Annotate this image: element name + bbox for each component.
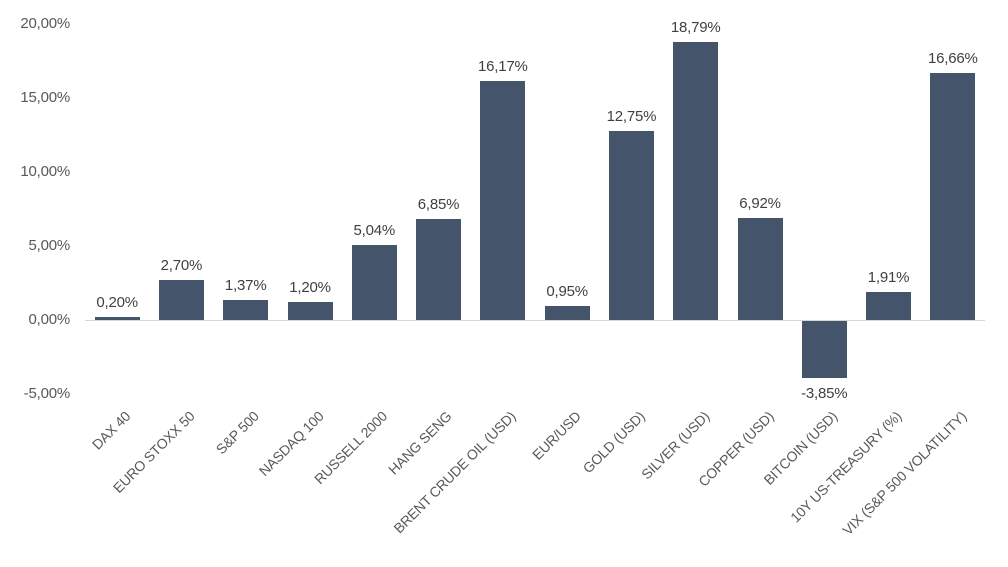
value-label: 16,17% [478,57,528,75]
bar-s-p-500 [223,299,269,320]
value-label: 2,70% [160,257,203,275]
bar-euro-stoxx-50 [158,280,204,320]
y-tick-label: 5,00% [28,237,70,254]
value-label: 1,37% [224,276,267,294]
x-axis-label: NASDAQ 100 [255,408,327,479]
bar-10y-us-treasury [866,291,912,320]
value-label: 12,75% [606,108,657,126]
value-label: 6,85% [417,195,460,213]
y-tick-label: 10,00% [20,163,70,180]
x-axis-label: DAX 40 [88,408,134,453]
y-tick-label: 20,00% [20,15,70,32]
bar-gold-usd [608,131,654,320]
x-axis-label: BRENT CRUDE OIL (USD) [390,408,520,537]
x-axis-label: HANG SENG [385,408,455,478]
x-axis-label: EUR/USD [528,408,584,463]
y-tick-label: -5,00% [23,385,71,402]
bar-brent-crude-oil-usd [480,80,526,320]
value-label: 5,04% [353,222,396,240]
x-axis-label: GOLD (USD) [579,408,648,477]
value-label: 0,95% [546,282,588,300]
y-tick-label: 0,00% [28,311,70,328]
value-label: -3,85% [801,384,848,402]
x-axis-line [85,320,985,321]
bar-copper-usd [737,217,783,320]
value-label: 1,91% [867,268,910,286]
bar-bitcoin-usd [801,321,847,378]
value-label: 0,20% [96,294,138,312]
bar-russell-2000 [351,245,397,320]
value-label: 18,79% [670,18,721,36]
value-label: 16,66% [928,50,978,68]
x-axis-label: VIX (S&P 500 VOLATILITY) [838,408,970,539]
x-axis-label: S&P 500 [212,408,263,458]
bar-nasdaq-100 [287,302,333,320]
bar-hang-seng [416,218,462,320]
value-label: 1,20% [289,279,331,297]
y-tick-label: 15,00% [20,89,70,106]
value-label: 6,92% [739,194,781,212]
bar-silver-usd [673,41,719,320]
x-axis-label: 10Y US-TREASURY (%) [787,408,905,526]
bar-eur-usd [544,305,590,320]
bar-vix-s-p-500-volatility [930,73,976,320]
bar-dax-40 [94,317,140,320]
